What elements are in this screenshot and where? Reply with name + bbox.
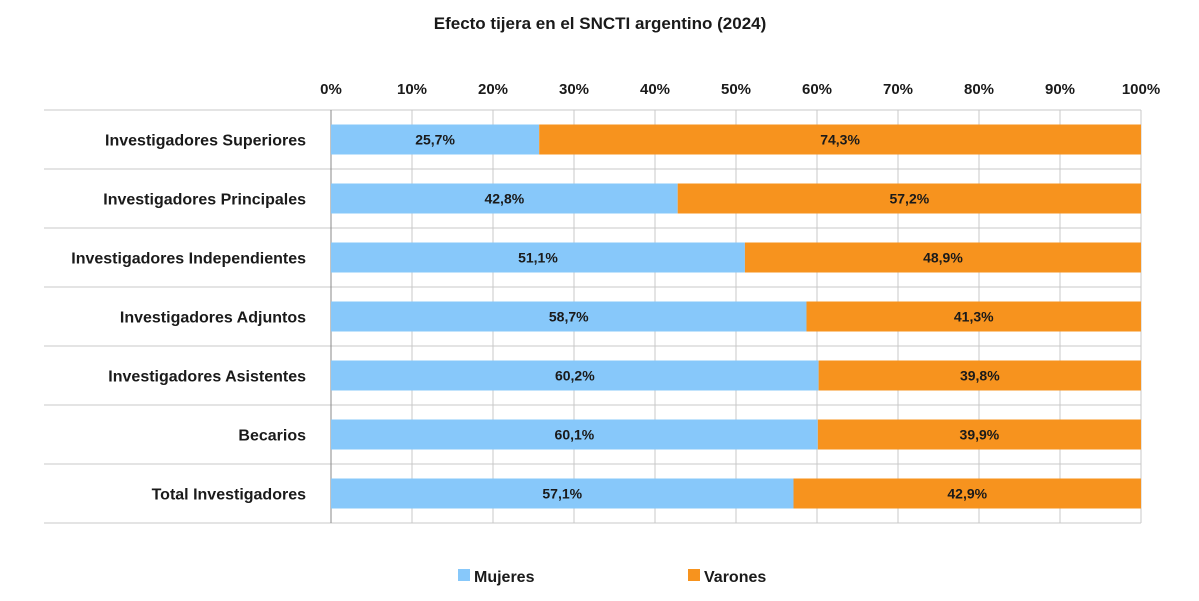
bar-varones bbox=[539, 124, 1141, 155]
data-label-mujeres: 60,2% bbox=[555, 368, 595, 384]
data-label-mujeres: 57,1% bbox=[542, 486, 582, 502]
data-label-varones: 39,9% bbox=[960, 427, 1000, 443]
data-label-varones: 41,3% bbox=[954, 309, 994, 325]
bar-mujeres bbox=[331, 478, 794, 509]
data-label-mujeres: 42,8% bbox=[484, 191, 524, 207]
bar-mujeres bbox=[331, 360, 819, 391]
data-label-varones: 74,3% bbox=[820, 132, 860, 148]
bar-varones bbox=[806, 301, 1141, 332]
data-label-varones: 42,9% bbox=[947, 486, 987, 502]
x-tick-label: 0% bbox=[320, 81, 342, 98]
legend: Mujeres Varones bbox=[458, 569, 766, 586]
legend-swatch-mujeres bbox=[458, 569, 470, 581]
x-tick-label: 30% bbox=[559, 81, 589, 98]
category-label: Investigadores Adjuntos bbox=[120, 310, 306, 327]
x-tick-label: 60% bbox=[802, 81, 832, 98]
data-label-varones: 48,9% bbox=[923, 250, 963, 266]
category-label: Investigadores Independientes bbox=[71, 251, 306, 268]
x-tick-label: 100% bbox=[1122, 81, 1160, 98]
bar-mujeres bbox=[331, 242, 745, 273]
legend-label-mujeres: Mujeres bbox=[474, 569, 535, 586]
legend-swatch-varones bbox=[688, 569, 700, 581]
chart-title: Efecto tijera en el SNCTI argentino (202… bbox=[434, 14, 767, 33]
data-label-mujeres: 60,1% bbox=[555, 427, 595, 443]
bars: 25,7% 74,3% 42,8% 57,2% 51,1% 48,9% 58,7% 41,3%… bbox=[331, 124, 1141, 509]
data-label-mujeres: 25,7% bbox=[415, 132, 455, 148]
x-tick-labels: 0% 10% 20% 30% 40% 50% 60% 70% 80% 90% 100% bbox=[320, 81, 1160, 98]
x-tick-label: 50% bbox=[721, 81, 751, 98]
bar-mujeres bbox=[331, 301, 807, 332]
category-labels: Investigadores Superiores Investigadores … bbox=[71, 133, 306, 504]
bar-mujeres bbox=[331, 419, 818, 450]
bar-varones bbox=[793, 478, 1141, 509]
category-label: Becarios bbox=[238, 428, 306, 445]
x-tick-label: 20% bbox=[478, 81, 508, 98]
data-label-mujeres: 51,1% bbox=[518, 250, 558, 266]
x-tick-label: 40% bbox=[640, 81, 670, 98]
data-label-varones: 39,8% bbox=[960, 368, 1000, 384]
bar-mujeres bbox=[331, 124, 540, 155]
data-label-mujeres: 58,7% bbox=[549, 309, 589, 325]
bar-varones bbox=[677, 183, 1141, 214]
x-tick-label: 80% bbox=[964, 81, 994, 98]
bar-mujeres bbox=[331, 183, 678, 214]
category-label: Investigadores Asistentes bbox=[108, 369, 306, 386]
category-label: Investigadores Superiores bbox=[105, 133, 306, 150]
bar-varones bbox=[744, 242, 1141, 273]
bar-varones bbox=[817, 419, 1141, 450]
x-tick-label: 10% bbox=[397, 81, 427, 98]
bar-varones bbox=[818, 360, 1141, 391]
x-tick-label: 70% bbox=[883, 81, 913, 98]
data-label-varones: 57,2% bbox=[889, 191, 929, 207]
x-tick-label: 90% bbox=[1045, 81, 1075, 98]
category-label: Total Investigadores bbox=[152, 487, 307, 504]
category-label: Investigadores Principales bbox=[103, 192, 306, 209]
legend-label-varones: Varones bbox=[704, 569, 766, 586]
